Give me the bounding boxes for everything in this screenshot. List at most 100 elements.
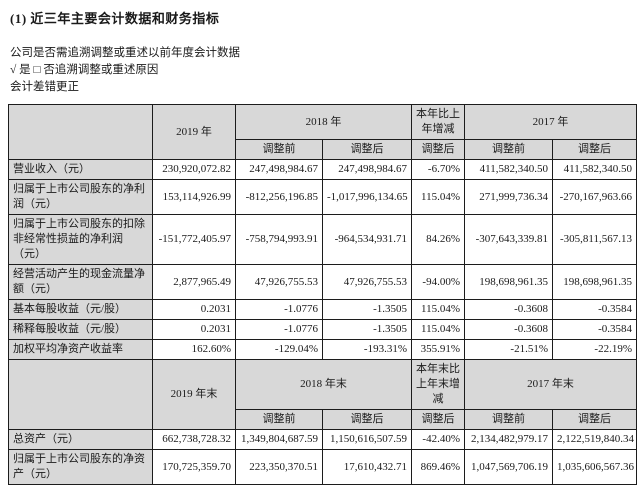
subheader-adjusted-after: 调整后 (552, 409, 637, 430)
row-label: 稀释每股收益（元/股） (8, 319, 153, 340)
cell-value: 247,498,984.67 (322, 159, 412, 180)
row-label: 基本每股收益（元/股） (8, 299, 153, 320)
subheader-change-adjusted-after: 调整后 (411, 139, 465, 160)
cell-value: -1.0776 (235, 319, 323, 340)
cell-value: 162.60% (152, 339, 236, 360)
cell-value: 0.2031 (152, 319, 236, 340)
cell-value: 115.04% (411, 319, 465, 340)
table-row: 稀释每股收益（元/股） 0.2031 -1.0776 -1.3505 115.04% -0… (8, 319, 637, 340)
cell-value: -94.00% (411, 264, 465, 300)
cell-value: 198,698,961.35 (552, 264, 637, 300)
row-label: 营业收入（元） (8, 159, 153, 180)
financial-table: 2019 年 2018 年本年比上年增减 2017 年调整前 调整后 调整后 调整前 调整后… (8, 104, 637, 485)
table-row: 归属于上市公司股东的扣除非经常性损益的净利润（元） -151,772,405.97… (8, 214, 637, 265)
table-row: 加权平均净资产收益率 162.60% -129.04% -193.31% 355.91%… (8, 339, 637, 360)
cell-value: 17,610,432.71 (322, 449, 412, 485)
subheader-adjusted-after: 调整后 (322, 139, 412, 160)
table-row: 经营活动产生的现金流量净额（元） 2,877,965.49 47,926,755.5… (8, 264, 637, 300)
row-label: 总资产（元） (8, 429, 153, 450)
cell-value: 1,150,616,507.59 (322, 429, 412, 450)
subheader-adjusted-after: 调整后 (552, 139, 637, 160)
subheader-adjusted-before: 调整前 (464, 409, 553, 430)
cell-value: -0.3584 (552, 319, 637, 340)
cell-value: 170,725,359.70 (152, 449, 236, 485)
cell-value: 230,920,072.82 (152, 159, 236, 180)
cell-value: 411,582,340.50 (552, 159, 637, 180)
cell-value: 0.2031 (152, 299, 236, 320)
cell-value: 662,738,728.32 (152, 429, 236, 450)
cell-value: -1.3505 (322, 299, 412, 320)
error-correction-label: 会计差错更正 (10, 81, 79, 93)
cell-value: 153,114,926.99 (152, 179, 236, 215)
cell-value: 1,035,606,567.36 (552, 449, 637, 485)
row-label: 归属于上市公司股东的扣除非经常性损益的净利润（元） (8, 214, 153, 265)
cell-value: -964,534,931.71 (322, 214, 412, 265)
row-label: 归属于上市公司股东的净资产（元） (8, 449, 153, 485)
corner-cell (8, 104, 153, 160)
header-row-adjustments: 调整前 调整后 调整后 调整前 调整后 (9, 139, 637, 160)
col-header-year-prev: 2018 年末 (235, 359, 412, 410)
cell-value: 115.04% (411, 299, 465, 320)
cell-value: -22.19% (552, 339, 637, 360)
cell-value: -307,643,339.81 (464, 214, 553, 265)
cell-value: 247,498,984.67 (235, 159, 323, 180)
table-row: 归属于上市公司股东的净利润（元） 153,114,926.99 -812,256,1… (8, 179, 637, 215)
cell-value: 869.46% (411, 449, 465, 485)
cell-value: 2,122,519,840.34 (552, 429, 637, 450)
col-header-change: 本年末比上年末增减 (411, 359, 465, 410)
cell-value: -193.31% (322, 339, 412, 360)
cell-value: -1,017,996,134.65 (322, 179, 412, 215)
table-row: 总资产（元） 662,738,728.32 1,349,804,687.59 1,15… (8, 429, 637, 450)
cell-value: 84.26% (411, 214, 465, 265)
corner-cell (8, 359, 153, 430)
col-header-year-current: 2019 年末 (152, 359, 236, 430)
row-label: 归属于上市公司股东的净利润（元） (8, 179, 153, 215)
cell-value: 47,926,755.53 (322, 264, 412, 300)
cell-value: -42.40% (411, 429, 465, 450)
cell-value: -21.51% (464, 339, 553, 360)
cell-value: -270,167,963.66 (552, 179, 637, 215)
subheader-adjusted-before: 调整前 (235, 409, 323, 430)
table-row: 营业收入（元） 230,920,072.82 247,498,984.67 247,4… (8, 159, 637, 180)
cell-value: -0.3608 (464, 299, 553, 320)
subheader-adjusted-before: 调整前 (235, 139, 323, 160)
subheader-adjusted-before: 调整前 (464, 139, 553, 160)
cell-value: -812,256,196.85 (235, 179, 323, 215)
cell-value: 2,134,482,979.17 (464, 429, 553, 450)
cell-value: 47,926,755.53 (235, 264, 323, 300)
col-header-year-prev2: 2017 年末 (464, 359, 637, 410)
subheader-change-adjusted-after: 调整后 (411, 409, 465, 430)
cell-value: 2,877,965.49 (152, 264, 236, 300)
cell-value: 223,350,370.51 (235, 449, 323, 485)
cell-value: 271,999,736.34 (464, 179, 553, 215)
col-header-year-prev: 2018 年 (235, 104, 412, 140)
page-title: (1) 近三年主要会计数据和财务指标 (10, 11, 220, 26)
cell-value: -129.04% (235, 339, 323, 360)
row-label: 加权平均净资产收益率 (8, 339, 153, 360)
cell-value: 411,582,340.50 (464, 159, 553, 180)
restatement-checkbox-line: √ 是 □ 否追溯调整或重述原因 (10, 64, 159, 76)
header-row-years: 2019 年 2018 年本年比上年增减 2017 年 (8, 104, 637, 160)
cell-value: 1,047,569,706.19 (464, 449, 553, 485)
table-row: 归属于上市公司股东的净资产（元） 170,725,359.70 223,350,37… (8, 449, 637, 485)
col-header-year-current: 2019 年 (152, 104, 236, 160)
col-header-year-prev2: 2017 年 (464, 104, 637, 140)
table-row: 基本每股收益（元/股） 0.2031 -1.0776 -1.3505 115.04% -0… (8, 299, 637, 320)
subheader-adjusted-after: 调整后 (322, 409, 412, 430)
cell-value: 115.04% (411, 179, 465, 215)
cell-value: 198,698,961.35 (464, 264, 553, 300)
cell-value: -1.0776 (235, 299, 323, 320)
cell-value: -758,794,993.91 (235, 214, 323, 265)
cell-value: -0.3584 (552, 299, 637, 320)
financial-table-body: 2019 年 2018 年本年比上年增减 2017 年调整前 调整后 调整后 调整前 调整后… (8, 104, 637, 485)
cell-value: -151,772,405.97 (152, 214, 236, 265)
cell-value: 1,349,804,687.59 (235, 429, 323, 450)
cell-value: -0.3608 (464, 319, 553, 340)
row-label: 经营活动产生的现金流量净额（元） (8, 264, 153, 300)
cell-value: -305,811,567.13 (552, 214, 637, 265)
header-row-years: 2019 年末 2018 年末 本年末比上年末增减 2017 年末 (8, 359, 637, 430)
restatement-question-text: 公司是否需追溯调整或重述以前年度会计数据 (10, 47, 240, 59)
cell-value: -6.70% (411, 159, 465, 180)
cell-value: -1.3505 (322, 319, 412, 340)
